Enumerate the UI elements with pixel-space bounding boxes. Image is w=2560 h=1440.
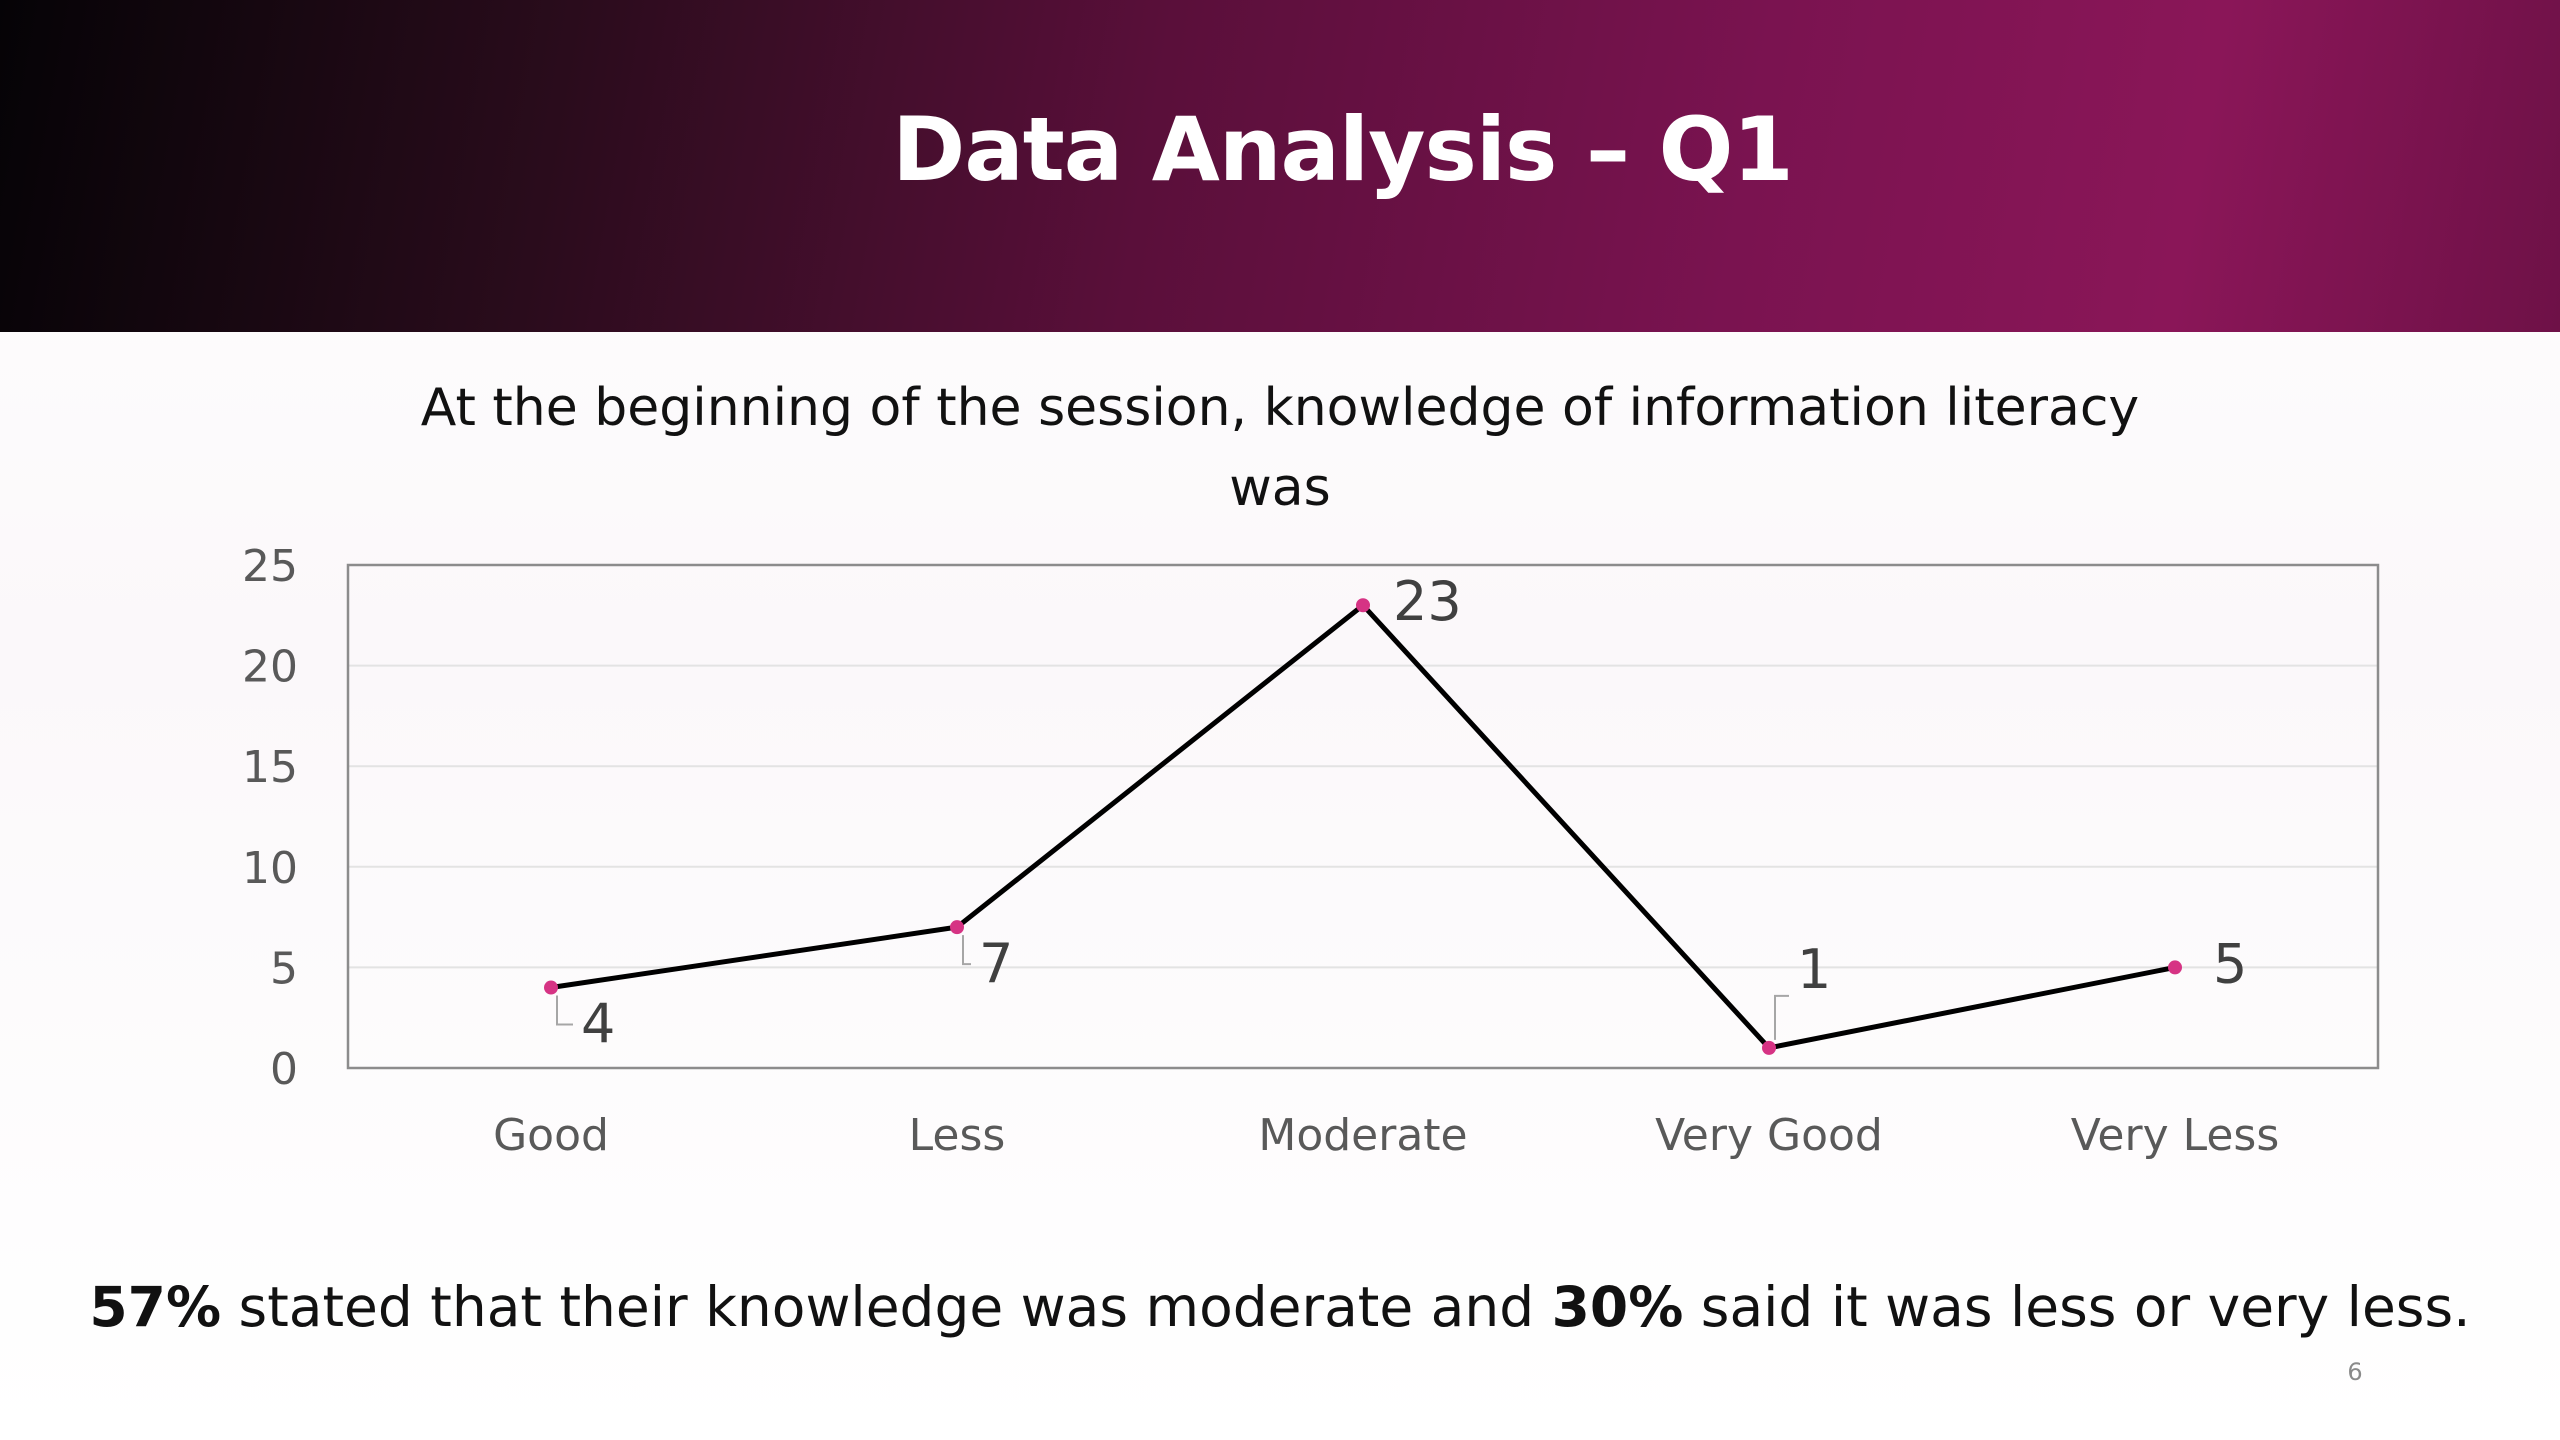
summary-text-part-4: said it was less or very less.	[1683, 1275, 2471, 1339]
y-tick-label: 10	[242, 843, 298, 894]
y-tick-label: 15	[242, 742, 298, 793]
summary-percent-less: 30%	[1551, 1275, 1684, 1339]
data-point	[544, 980, 558, 995]
chart-title-line-2: was	[1229, 458, 1331, 518]
plot-area-border	[346, 563, 2380, 1070]
data-point	[1356, 598, 1370, 613]
x-tick-label: Very Good	[1655, 1110, 1883, 1161]
summary-text: 57% stated that their knowledge was mode…	[0, 1275, 2560, 1339]
data-label: 4	[581, 993, 615, 1056]
x-tick-label: Very Less	[2071, 1110, 2280, 1161]
y-tick-label: 25	[242, 541, 298, 592]
summary-text-part-2: stated that their knowledge was moderate…	[221, 1275, 1552, 1339]
data-point	[950, 920, 964, 935]
y-tick-label: 5	[270, 943, 298, 994]
x-tick-label: Moderate	[1258, 1110, 1467, 1161]
data-point	[1762, 1040, 1776, 1055]
data-label-leader	[556, 995, 573, 1026]
data-label: 7	[979, 932, 1013, 995]
x-tick-label: Good	[493, 1110, 609, 1161]
slide-title: Data Analysis – Q1	[892, 98, 1793, 201]
data-label-leader	[962, 935, 971, 966]
data-label-leader	[1774, 994, 1789, 1040]
data-label: 5	[2213, 932, 2247, 995]
summary-percent-moderate: 57%	[89, 1275, 222, 1339]
x-tick-label: Less	[909, 1110, 1006, 1161]
y-tick-label: 0	[270, 1044, 298, 1095]
data-label: 1	[1797, 938, 1831, 1001]
chart-title-line-1: At the beginning of the session, knowled…	[420, 378, 2140, 438]
y-tick-label: 20	[242, 642, 298, 693]
page-number: 6	[2347, 1358, 2363, 1386]
series-line	[550, 601, 2176, 1051]
title-banner	[0, 0, 2560, 332]
data-point	[2168, 960, 2182, 975]
chart-title: At the beginning of the session, knowled…	[380, 368, 2180, 528]
data-label: 23	[1393, 570, 1462, 633]
